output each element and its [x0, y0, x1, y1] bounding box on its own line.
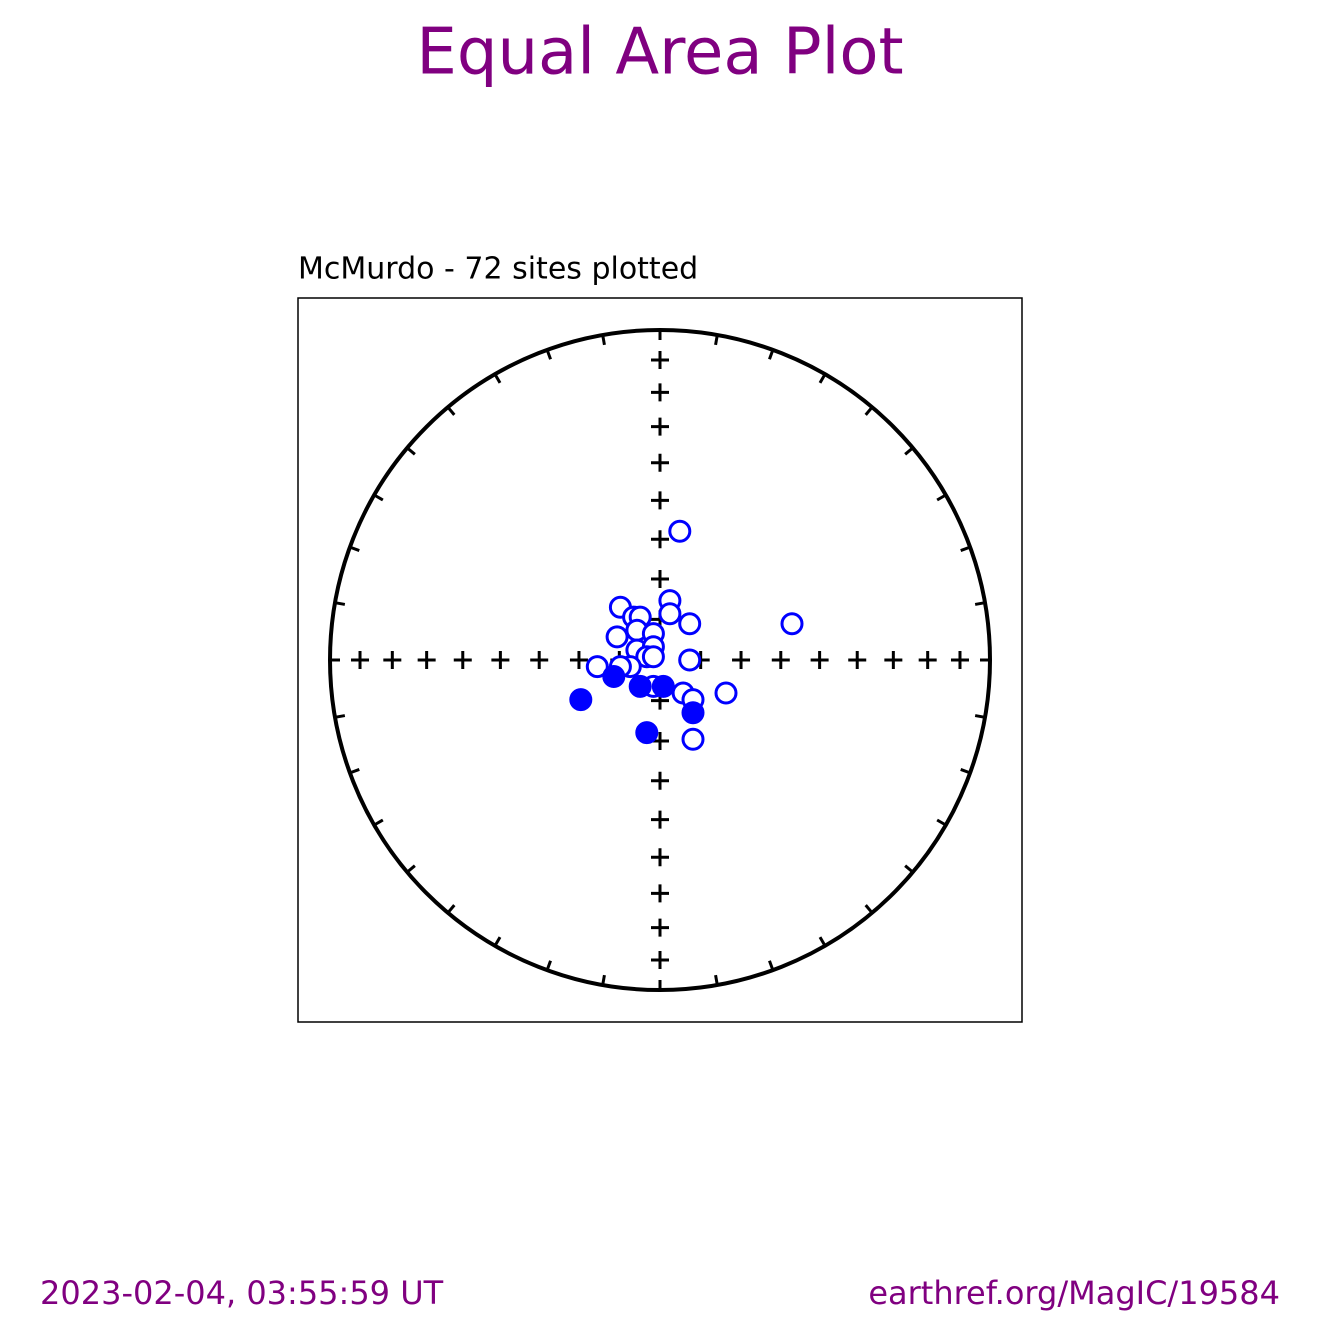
- inclination-cross: [771, 651, 790, 669]
- direction-point: [602, 665, 626, 688]
- direction-point: [635, 721, 659, 745]
- rim-tick: [406, 864, 416, 874]
- rim-tick: [334, 601, 346, 606]
- rim-tick: [904, 864, 914, 874]
- direction-point: [681, 727, 705, 751]
- rim-tick: [545, 349, 552, 360]
- rim-tick: [373, 493, 384, 502]
- direction-point: [628, 674, 652, 698]
- rim-tick: [714, 974, 719, 986]
- inclination-cross: [530, 651, 549, 669]
- rim-tick: [493, 936, 502, 947]
- inclination-cross: [651, 530, 669, 549]
- direction-point: [668, 519, 692, 543]
- inclination-cross: [651, 771, 669, 790]
- rim-tick: [334, 714, 346, 719]
- plot-frame: [297, 297, 1023, 1023]
- rim-tick: [960, 768, 971, 775]
- direction-point: [714, 681, 738, 705]
- rim-tick: [818, 373, 827, 384]
- footer-link: earthref.org/MagIC/19584: [868, 1274, 1280, 1312]
- inclination-cross: [651, 569, 669, 588]
- rim-tick: [864, 904, 874, 914]
- rim-tick: [904, 446, 914, 456]
- direction-point: [641, 645, 665, 669]
- rim-tick: [768, 960, 775, 971]
- rim-tick: [974, 714, 986, 719]
- direction-point: [780, 612, 804, 636]
- direction-point: [658, 602, 682, 626]
- rim-tick: [936, 493, 947, 502]
- direction-point: [678, 648, 702, 672]
- inclination-cross: [732, 651, 751, 669]
- rim-tick: [936, 818, 947, 827]
- rim-tick: [406, 446, 416, 456]
- rim-tick: [864, 406, 874, 416]
- rim-tick: [446, 406, 456, 416]
- rim-tick: [974, 601, 986, 606]
- inclination-cross: [651, 918, 669, 937]
- rim-tick: [446, 904, 456, 914]
- inclination-cross: [491, 651, 510, 669]
- inclination-cross: [651, 383, 669, 402]
- rim-tick: [545, 960, 552, 971]
- inclination-cross: [810, 651, 829, 669]
- inclination-cross: [651, 884, 669, 903]
- rim-tick: [960, 545, 971, 552]
- subtitle: McMurdo - 72 sites plotted: [298, 252, 698, 287]
- inclination-cross: [950, 651, 969, 669]
- inclination-cross: [651, 491, 669, 510]
- direction-point: [585, 655, 609, 679]
- rim-tick: [714, 334, 719, 346]
- rim-tick: [349, 545, 360, 552]
- inclination-cross: [651, 453, 669, 472]
- inclination-cross: [651, 950, 669, 969]
- inclination-cross: [351, 651, 370, 669]
- direction-point: [678, 612, 702, 636]
- inclination-cross: [884, 651, 903, 669]
- inclination-cross: [453, 651, 472, 669]
- rim-tick: [818, 936, 827, 947]
- direction-point: [569, 688, 593, 712]
- inclination-cross: [651, 848, 669, 867]
- inclination-cross: [383, 651, 402, 669]
- direction-point: [605, 625, 629, 649]
- rim-tick: [373, 818, 384, 827]
- rim-tick: [493, 373, 502, 384]
- direction-point: [651, 674, 675, 698]
- rim-tick: [601, 334, 606, 346]
- footer-date: 2023-02-04, 03:55:59 UT: [40, 1274, 444, 1312]
- rim-tick: [768, 349, 775, 360]
- inclination-cross: [918, 651, 937, 669]
- inclination-cross: [417, 651, 436, 669]
- inclination-cross: [848, 651, 867, 669]
- rim-tick: [601, 974, 606, 986]
- direction-point: [681, 701, 705, 725]
- inclination-cross: [651, 351, 669, 370]
- rim-tick: [349, 768, 360, 775]
- inclination-cross: [651, 810, 669, 829]
- chart-title: Equal Area Plot: [416, 16, 903, 90]
- inclination-cross: [569, 651, 588, 669]
- inclination-cross: [651, 417, 669, 436]
